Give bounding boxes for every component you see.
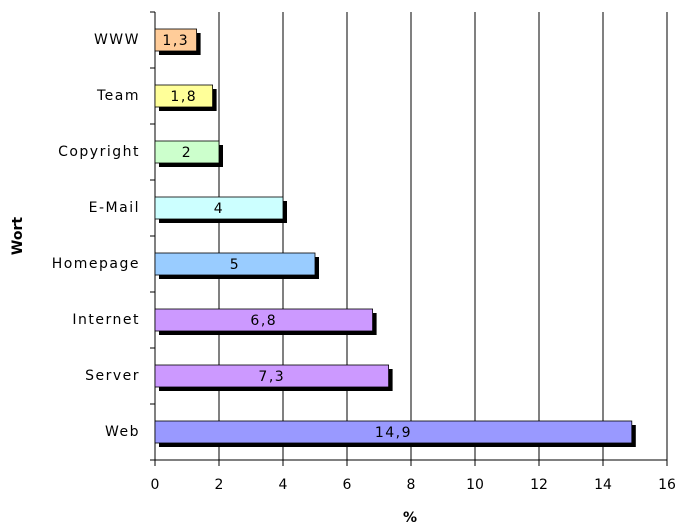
x-tick-label: 12 <box>530 477 548 493</box>
value-label: 1,8 <box>170 89 197 105</box>
value-label: 5 <box>230 257 240 273</box>
y-tick-label: E-Mail <box>89 200 140 216</box>
y-tick-label: Internet <box>72 312 140 328</box>
y-tick-label: Homepage <box>52 256 140 272</box>
bar <box>154 308 374 332</box>
bar <box>154 196 284 220</box>
value-label: 1,3 <box>162 33 189 49</box>
bar <box>154 140 220 164</box>
x-tick-label: 6 <box>343 477 352 493</box>
value-label: 2 <box>182 145 192 161</box>
bar <box>154 252 316 276</box>
bar <box>154 28 197 52</box>
value-label: 4 <box>214 201 224 217</box>
bar <box>154 84 213 108</box>
x-tick-label: 16 <box>658 477 676 493</box>
x-tick-label: 8 <box>407 477 416 493</box>
y-tick-label: WWW <box>94 32 140 48</box>
x-tick-label: 4 <box>279 477 288 493</box>
x-tick-label: 10 <box>466 477 484 493</box>
x-tick-label: 14 <box>594 477 612 493</box>
value-label: 14,9 <box>375 425 412 441</box>
y-tick-label: Web <box>105 424 140 440</box>
x-tick-label: 0 <box>151 477 160 493</box>
x-tick-label: 2 <box>215 477 224 493</box>
y-tick-label: Server <box>85 368 140 384</box>
y-axis-label: Wort <box>10 217 26 255</box>
x-axis-label: % <box>403 510 417 526</box>
value-label: 7,3 <box>258 369 285 385</box>
bar <box>154 420 633 444</box>
value-label: 6,8 <box>250 313 277 329</box>
y-tick-label: Copyright <box>58 144 140 160</box>
bar <box>154 364 390 388</box>
y-tick-label: Team <box>96 88 140 104</box>
